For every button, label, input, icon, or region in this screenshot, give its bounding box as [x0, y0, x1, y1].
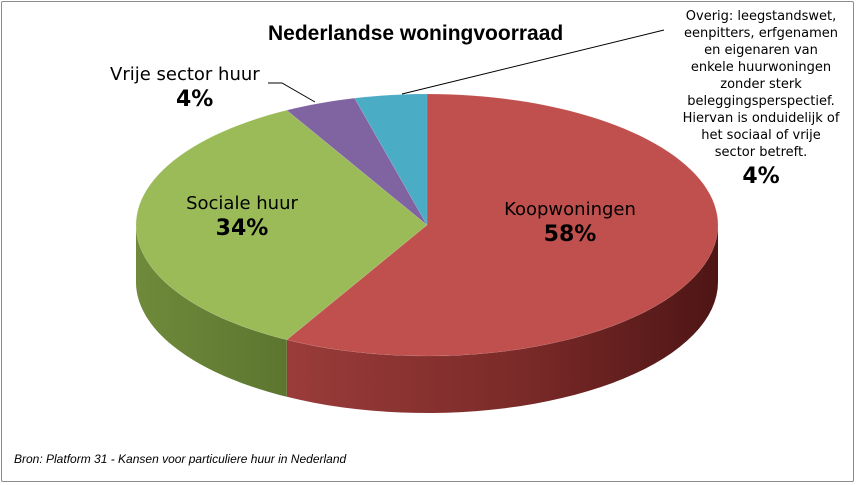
source-note: Bron: Platform 31 - Kansen voor particul… [14, 452, 347, 466]
pie-tops [135, 93, 719, 357]
slice-label-sociale-huur: Sociale huur 34% [162, 193, 322, 243]
pie-slice-3 [354, 93, 428, 227]
overig-line: zonder sterk [720, 77, 802, 92]
leader-lines [268, 29, 665, 103]
pie-side-1 [136, 225, 287, 397]
overig-line: Hiervan is onduidelijk of [682, 111, 840, 126]
slice-value-sociale-huur: 34% [215, 216, 269, 241]
pie-slice-0 [286, 93, 719, 357]
chart-title: Nederlandse woningvoorraad [268, 22, 564, 45]
overig-line: enkele huurwoningen [690, 60, 832, 75]
overig-line: eenpitters, erfgenamen [684, 26, 838, 41]
slice-value-overig: 4% [742, 164, 780, 189]
slice-name-vrije-sector-huur: Vrije sector huur [110, 64, 260, 85]
leader-line-vrije-sector-huur [268, 82, 316, 103]
overig-line: beleggingsperspectief. [687, 94, 835, 109]
overig-line: het sociaal of vrije [701, 128, 821, 143]
slice-label-vrije-sector-huur: Vrije sector huur 4% [110, 64, 280, 114]
slice-name-koopwoningen: Koopwoningen [504, 199, 636, 220]
slice-label-overig: Overig: leegstandswet, eenpitters, erfge… [668, 8, 854, 191]
leader-line-overig [401, 29, 665, 95]
slice-value-koopwoningen: 58% [543, 222, 597, 247]
slice-name-sociale-huur: Sociale huur [186, 193, 298, 214]
slice-label-koopwoningen: Koopwoningen 58% [490, 199, 650, 249]
slice-value-vrije-sector-huur: 4% [176, 87, 214, 112]
pie-side-0 [286, 225, 718, 413]
pie-slice-1 [135, 109, 428, 341]
overig-line: en eigenaren van [704, 43, 818, 58]
pie-sides [136, 225, 718, 413]
overig-line: Overig: leegstandswet, [685, 9, 837, 24]
overig-line: sector betreft. [714, 145, 808, 160]
pie-slice-2 [286, 97, 428, 226]
slice-note-overig: Overig: leegstandswet, eenpitters, erfge… [668, 8, 854, 161]
